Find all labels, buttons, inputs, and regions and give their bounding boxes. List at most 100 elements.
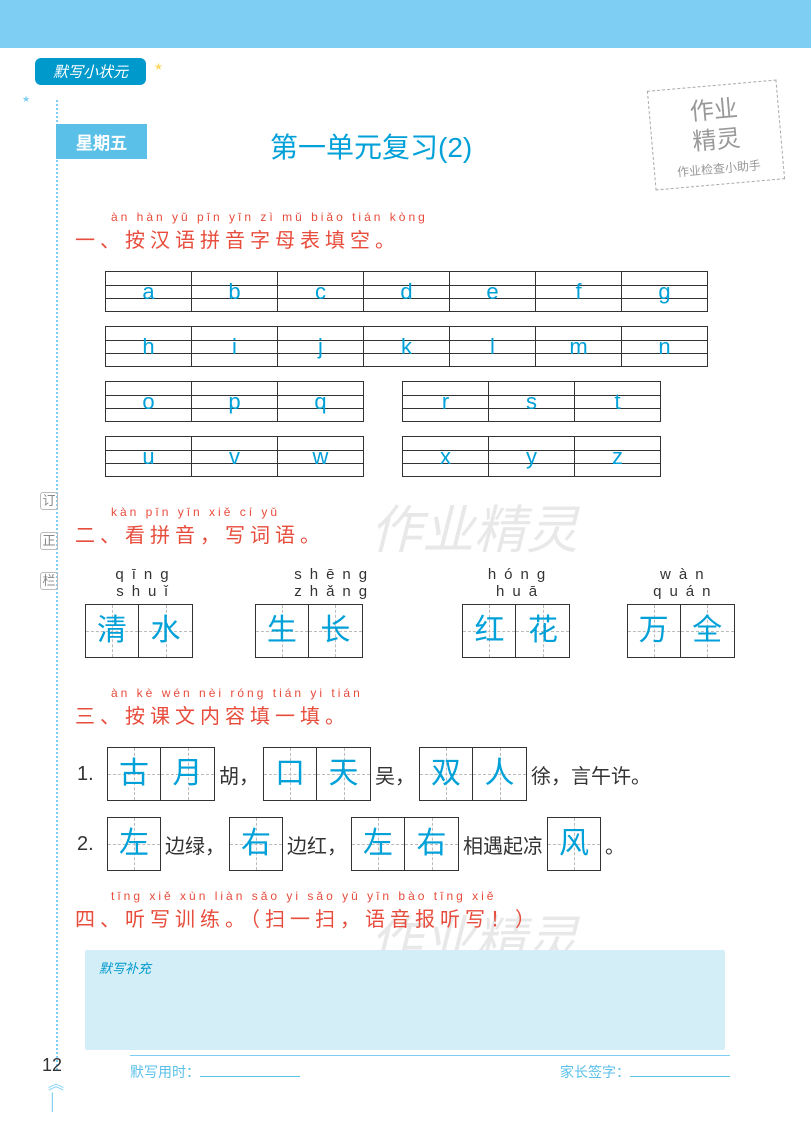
- letter-cell: q: [278, 382, 364, 422]
- section2-pinyin: kàn pīn yīn xiě cí yǔ: [111, 505, 745, 519]
- content: àn hàn yǔ pīn yīn zì mǔ biǎo tián kòng 一…: [75, 210, 745, 1050]
- margin-marks: 订 正 栏: [40, 492, 58, 612]
- list-number: 1.: [77, 763, 103, 786]
- letter-cell: n: [622, 327, 708, 367]
- stamp: 作业 精灵 作业检查小助手: [647, 80, 785, 191]
- pinyin-word-group: shēng zhǎng 生长: [255, 566, 415, 658]
- arrow-icon: ︽│: [48, 1070, 64, 1112]
- letter-cell: x: [403, 437, 489, 477]
- pinyin-word-group: qīng shuǐ 清水: [85, 566, 207, 658]
- section3-title: 三、按课文内容填一填。: [75, 700, 745, 729]
- letter-cell: i: [192, 327, 278, 367]
- section4-title: 四、听写训练。（扫一扫，语音报听写！）: [75, 903, 745, 932]
- letter-row-4-left: uvw: [105, 436, 364, 477]
- pinyin-word-group: wàn quán 万全: [627, 566, 745, 658]
- footer-time-blank[interactable]: [200, 1076, 300, 1077]
- margin-mark: 订: [40, 492, 58, 510]
- letter-cell: b: [192, 272, 278, 312]
- pinyin-label: wàn quán: [627, 566, 745, 600]
- letter-row-1: abcdefg: [105, 271, 708, 312]
- letter-cell: h: [106, 327, 192, 367]
- char-box: 万: [627, 604, 681, 658]
- char-box: 水: [139, 604, 193, 658]
- letter-cell: e: [450, 272, 536, 312]
- letter-cell: y: [489, 437, 575, 477]
- char-box-group: 左: [107, 817, 161, 871]
- char-box-group: 双人: [419, 747, 527, 801]
- fill-text: 胡，: [219, 760, 259, 789]
- char-box: 全: [681, 604, 735, 658]
- letter-cell: d: [364, 272, 450, 312]
- char-box: 古: [107, 747, 161, 801]
- letter-row-3-right: rst: [402, 381, 661, 422]
- pinyin-label: qīng shuǐ: [85, 566, 207, 600]
- letter-cell: g: [622, 272, 708, 312]
- letter-cell: u: [106, 437, 192, 477]
- scratch-box[interactable]: 默写补充: [85, 950, 725, 1050]
- section2-title: 二、看拼音，写词语。: [75, 519, 745, 548]
- char-box: 左: [107, 817, 161, 871]
- char-box-group: 风: [547, 817, 601, 871]
- top-banner: [0, 0, 811, 48]
- char-box: 右: [405, 817, 459, 871]
- letter-cell: t: [575, 382, 661, 422]
- footer-sign-blank[interactable]: [630, 1076, 730, 1077]
- char-box: 右: [229, 817, 283, 871]
- margin-mark: 正: [40, 532, 58, 550]
- char-box: 红: [462, 604, 516, 658]
- section4-pinyin: tīng xiě xùn liàn sǎo yi sǎo yǔ yīn bào …: [111, 889, 745, 903]
- day-tab: 星期五: [56, 124, 147, 159]
- page-title: 第一单元复习(2): [270, 126, 472, 166]
- letter-cell: m: [536, 327, 622, 367]
- fill-text: 边红，: [287, 830, 347, 859]
- letter-cell: a: [106, 272, 192, 312]
- letter-cell: l: [450, 327, 536, 367]
- letter-cell: z: [575, 437, 661, 477]
- margin-mark: 栏: [40, 572, 58, 590]
- char-box-group: 口天: [263, 747, 371, 801]
- pinyin-word-row: qīng shuǐ 清水 shēng zhǎng 生长 hóng huā 红花 wàn qu…: [85, 566, 745, 658]
- book-title: 默写小状元: [35, 58, 146, 85]
- footer: 默写用时： 家长签字：: [130, 1055, 730, 1082]
- char-box: 月: [161, 747, 215, 801]
- letter-row-2: hijklmn: [105, 326, 708, 367]
- pinyin-word-group: hóng huā 红花: [462, 566, 578, 658]
- char-box: 天: [317, 747, 371, 801]
- fill-text: 徐，言午许。: [531, 760, 651, 789]
- fill-text: 边绿，: [165, 830, 225, 859]
- pinyin-label: hóng huā: [462, 566, 578, 600]
- letter-cell: k: [364, 327, 450, 367]
- char-box: 清: [85, 604, 139, 658]
- char-box-group: 古月: [107, 747, 215, 801]
- fill-text: 相遇起凉: [463, 830, 543, 859]
- scratch-label: 默写补充: [99, 961, 151, 976]
- letter-cell: p: [192, 382, 278, 422]
- fill-text: 。: [605, 830, 625, 859]
- char-box: 双: [419, 747, 473, 801]
- letter-cell: w: [278, 437, 364, 477]
- char-box: 口: [263, 747, 317, 801]
- char-box: 生: [255, 604, 309, 658]
- list-number: 2.: [77, 833, 103, 856]
- char-box: 人: [473, 747, 527, 801]
- letter-cell: r: [403, 382, 489, 422]
- section1-title: 一、按汉语拼音字母表填空。: [75, 224, 745, 253]
- footer-sign-label: 家长签字：: [560, 1064, 630, 1080]
- char-box: 花: [516, 604, 570, 658]
- star-icon: ★: [154, 62, 163, 73]
- fill-line-1: 1.古月 胡，口天 吴，双人 徐，言午许。: [77, 747, 745, 801]
- char-box-group: 左右: [351, 817, 459, 871]
- pinyin-label: shēng zhǎng: [255, 566, 415, 600]
- char-box: 长: [309, 604, 363, 658]
- char-box: 风: [547, 817, 601, 871]
- footer-time-label: 默写用时：: [130, 1064, 200, 1080]
- letter-row-3-left: opq: [105, 381, 364, 422]
- letter-cell: o: [106, 382, 192, 422]
- letter-row-4-right: xyz: [402, 436, 661, 477]
- letter-cell: f: [536, 272, 622, 312]
- char-box: 左: [351, 817, 405, 871]
- section1-pinyin: àn hàn yǔ pīn yīn zì mǔ biǎo tián kòng: [111, 210, 745, 224]
- letter-cell: v: [192, 437, 278, 477]
- letter-cell: c: [278, 272, 364, 312]
- star-icon: ★: [22, 94, 30, 105]
